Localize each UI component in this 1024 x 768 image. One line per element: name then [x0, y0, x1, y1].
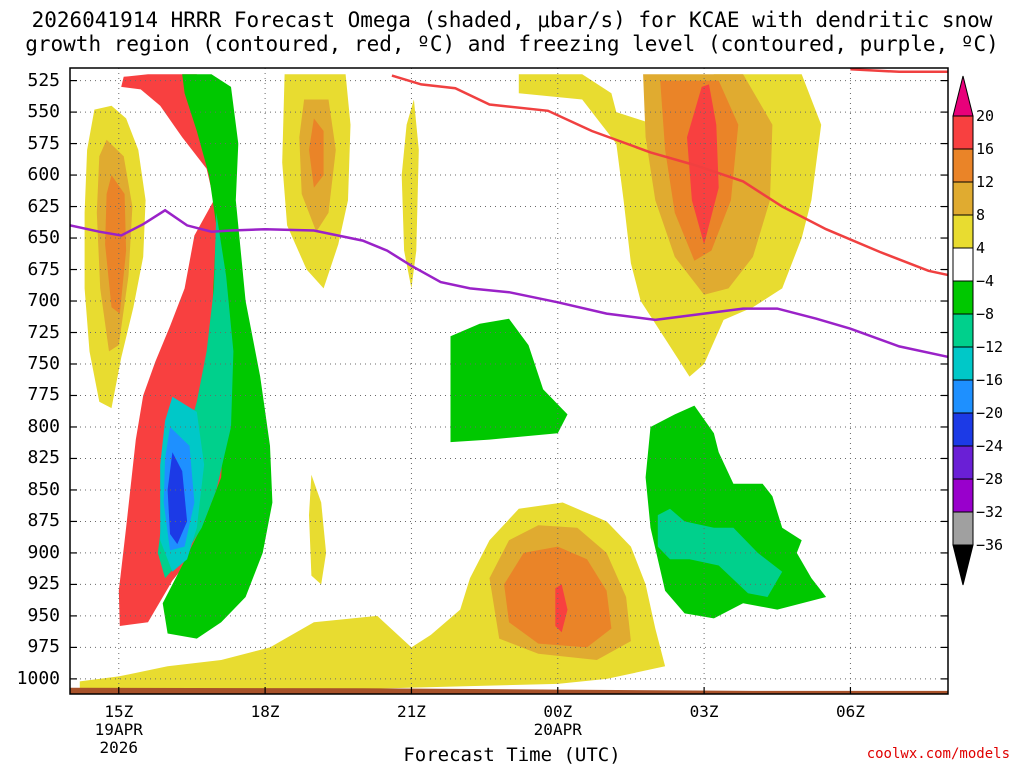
y-tick-label: 825 — [27, 447, 60, 469]
omega-region-omega-00z-descent — [450, 318, 568, 443]
x-tick-label-sub1: 19APR — [94, 720, 143, 739]
omega-region-omega-left-rising-inner — [105, 175, 127, 314]
y-tick-label: 650 — [27, 227, 60, 249]
colorbar-tick-label: −36 — [976, 536, 1004, 554]
colorbar-segment — [952, 247, 974, 282]
y-tick-label: 900 — [27, 541, 60, 563]
omega-region-omega-descent-band-core-dark — [167, 452, 188, 545]
colorbar-tick-label: −16 — [976, 371, 1004, 389]
colorbar-tick-label: 8 — [976, 206, 986, 224]
y-tick-label: 625 — [27, 195, 60, 217]
surface-terrain — [70, 687, 948, 694]
colorbar-tick-label: 12 — [976, 173, 995, 191]
colorbar-tick-label: 4 — [976, 239, 986, 257]
y-tick-label: 1000 — [16, 667, 60, 689]
dendritic-growth-contour-fragment — [850, 68, 948, 74]
colorbar-tick-label: −12 — [976, 338, 1004, 356]
y-tick-label: 925 — [27, 573, 60, 595]
colorbar-tick-label: −28 — [976, 470, 1004, 488]
x-tick-label-sub2: 2026 — [99, 738, 139, 757]
x-tick-label-label: 06Z — [835, 702, 865, 721]
colorbar-segment — [952, 445, 974, 480]
y-tick-label: 875 — [27, 510, 60, 532]
colorbar-segment — [952, 280, 974, 315]
chart-title-line2: growth region (contoured, red, ºC) and f… — [25, 32, 999, 56]
colorbar-segment — [952, 214, 974, 249]
colorbar-tick-label: −32 — [976, 503, 1004, 521]
x-tick-label-label: 03Z — [689, 702, 719, 721]
colorbar-tick-label: −8 — [976, 305, 995, 323]
colorbar-tick-label: −4 — [976, 272, 995, 290]
y-tick-label: 975 — [27, 636, 60, 658]
omega-region-omega-03z-core — [687, 84, 719, 245]
chart-title-line1: 2026041914 HRRR Forecast Omega (shaded, … — [31, 8, 993, 32]
omega-colorbar — [952, 75, 974, 586]
colorbar-segment — [952, 115, 974, 150]
plot-frame — [69, 67, 949, 695]
colorbar-segment — [952, 346, 974, 381]
x-tick-label-label: 15Z — [104, 702, 134, 721]
colorbar-segment — [952, 412, 974, 447]
y-tick-label: 750 — [27, 352, 60, 374]
freezing-level-contour — [70, 208, 948, 359]
omega-region-omega-21z-sliver — [401, 99, 419, 289]
colorbar-tick-label: −20 — [976, 404, 1004, 422]
y-tick-label: 600 — [27, 164, 60, 186]
omega-region-omega-19z-core — [309, 118, 324, 188]
colorbar-tick-label: −24 — [976, 437, 1004, 455]
colorbar-segment — [952, 181, 974, 216]
colorbar-segment — [952, 478, 974, 513]
y-tick-label: 800 — [27, 415, 60, 437]
colorbar-top-arrow — [952, 75, 974, 117]
omega-shaded-regions — [70, 68, 948, 694]
contour-lines — [70, 68, 948, 359]
x-axis-label: Forecast Time (UTC) — [403, 744, 621, 766]
y-tick-label: 775 — [27, 384, 60, 406]
y-tick-label: 950 — [27, 604, 60, 626]
colorbar-segment — [952, 148, 974, 183]
y-tick-label: 675 — [27, 258, 60, 280]
x-tick-label-sub1: 20APR — [533, 720, 582, 739]
colorbar-segment — [952, 511, 974, 546]
colorbar-tick-label: 16 — [976, 140, 995, 158]
y-tick-label: 525 — [27, 69, 60, 91]
y-tick-label: 725 — [27, 321, 60, 343]
y-tick-label: 700 — [27, 290, 60, 312]
y-tick-label: 575 — [27, 132, 60, 154]
colorbar-segment — [952, 313, 974, 348]
colorbar-bottom-arrow — [952, 544, 974, 586]
y-tick-label: 550 — [27, 101, 60, 123]
credit-link[interactable]: coolwx.com/models — [866, 746, 1010, 762]
colorbar-tick-label: 20 — [976, 107, 995, 125]
x-tick-label-label: 00Z — [543, 702, 573, 721]
omega-region-omega-lower-core — [555, 584, 568, 633]
dendritic-growth-contour — [391, 74, 948, 277]
x-tick-label-label: 18Z — [250, 702, 280, 721]
colorbar-segment — [952, 379, 974, 414]
y-tick-label: 850 — [27, 478, 60, 500]
omega-region-omega-18-19z-sliver — [309, 474, 327, 585]
plot-border — [69, 67, 949, 695]
x-tick-label-label: 21Z — [396, 702, 426, 721]
